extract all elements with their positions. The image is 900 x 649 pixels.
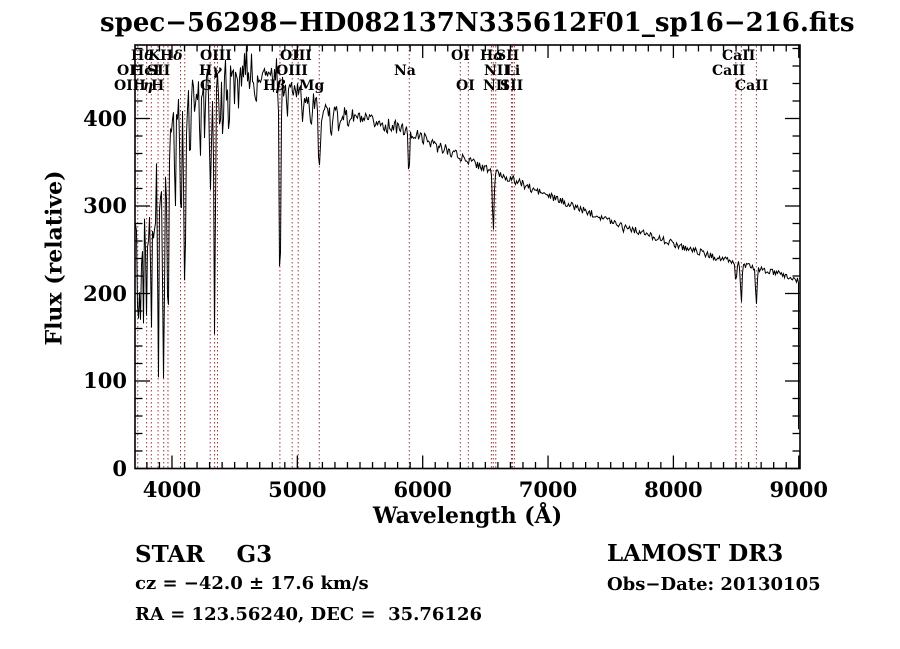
y-tick-label: 100 (83, 368, 127, 393)
spectral-line-label: OI (456, 78, 475, 94)
spectral-line-label: NII (483, 78, 509, 94)
x-tick-label: 5000 (268, 477, 327, 502)
spectral-line-label: Na (394, 63, 416, 79)
spectral-line-label: CaII (735, 78, 768, 94)
x-axis-label: Wavelength (Å) (372, 503, 563, 529)
y-tick-label: 200 (83, 280, 127, 306)
classification-text: STAR G3 (135, 541, 273, 568)
coordinates-text: RA = 123.56240, DEC = 35.76126 (135, 604, 483, 625)
spectral-line-label: OIII (280, 48, 312, 64)
y-tick-label: 300 (83, 193, 127, 218)
spectral-line-label: Li (505, 63, 520, 79)
spectral-line-label: Hδ (160, 48, 183, 64)
spectral-line-label: Mg (299, 78, 324, 94)
spectral-line-label: SII (147, 63, 170, 79)
spectral-line-label: CaII (722, 48, 755, 64)
radial-velocity-text: cz = −42.0 ± 17.6 km/s (135, 573, 369, 594)
line-marker-group (137, 46, 757, 468)
spectral-line-label: OIII (276, 63, 308, 79)
x-tick-label: 4000 (142, 477, 202, 502)
spectral-line-label: K (148, 48, 161, 64)
spectral-line-label: Hα (480, 48, 504, 64)
spectral-line-label: OI (451, 48, 470, 64)
spectral-line-label: OIII (200, 48, 232, 64)
spectral-line-label: H (151, 78, 164, 94)
y-tick-label: 0 (112, 455, 127, 481)
x-tick-label: 7000 (518, 477, 578, 502)
y-axis-label-text: Flux (relative) (42, 169, 69, 346)
spectrum-trace (135, 45, 799, 430)
y-axis-label: Flux (relative) (40, 160, 70, 355)
spectral-line-label: SII (496, 48, 519, 64)
spectral-line-label: CaII (712, 63, 745, 79)
y-tick-label: 400 (83, 105, 127, 131)
spectral-line-label: HeI (131, 63, 160, 79)
x-tick-label: 9000 (769, 477, 828, 502)
obs-date-text: Obs−Date: 20130105 (607, 574, 821, 595)
plot-frame (134, 44, 801, 470)
spectral-line-label: Hγ (199, 63, 222, 79)
x-tick-label: 6000 (393, 477, 452, 502)
survey-release-text: LAMOST DR3 (607, 540, 784, 567)
spectral-line-label: OIII (114, 78, 146, 94)
spectral-line-label: NII (484, 63, 510, 79)
figure-title: spec−56298−HD082137N335612F01_sp16−216.f… (100, 8, 855, 38)
spectral-line-label: SII (500, 78, 523, 94)
spectral-line-label: η (143, 78, 153, 94)
x-tick-label: 8000 (644, 477, 703, 502)
axis-ticks (135, 45, 800, 470)
spectral-line-label: OI (117, 63, 136, 79)
